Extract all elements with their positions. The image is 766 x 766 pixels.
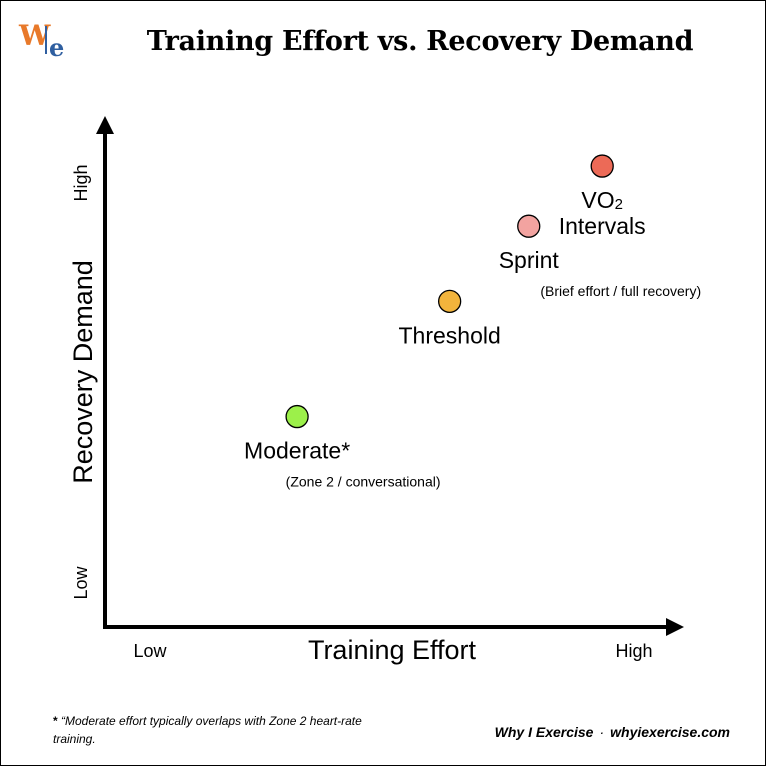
y-axis-label: Recovery Demand — [68, 260, 98, 484]
x-axis-arrowhead — [666, 618, 684, 636]
point-label-line2-vointervals: Intervals — [559, 213, 646, 239]
x-axis-label: Training Effort — [308, 635, 477, 665]
point-vointervals — [590, 154, 614, 178]
point-label-vointervals: VO2 — [581, 187, 623, 213]
point-threshold — [437, 289, 462, 314]
logo-divider — [45, 26, 47, 54]
footnote-mark: * — [53, 714, 58, 728]
point-sublabel-sprint: (Brief effort / full recovery) — [540, 283, 701, 299]
credit-line: Why I Exercise · whyiexercise.com — [495, 724, 730, 740]
x-tick-low: Low — [133, 641, 167, 661]
x-tick-high: High — [615, 641, 652, 661]
y-tick-high: High — [71, 164, 91, 201]
point-label-sprint: Sprint — [499, 247, 560, 273]
credit-separator: · — [599, 724, 605, 740]
data-points: Moderate* (Zone 2 / conversational) Thresh… — [244, 154, 701, 490]
logo-letter-e: e — [49, 33, 65, 62]
point-sublabel-moderate: (Zone 2 / conversational) — [286, 474, 441, 490]
y-tick-low: Low — [71, 565, 91, 599]
point-sprint — [517, 214, 541, 238]
footnote-text: “Moderate effort typically overlaps with… — [53, 714, 362, 746]
point-moderate — [285, 404, 309, 429]
chart-title: Training Effort vs. Recovery Demand — [146, 26, 694, 57]
point-label-moderate: Moderate* — [244, 438, 350, 464]
footnote: * “Moderate effort typically overlaps wi… — [53, 712, 373, 748]
y-axis-arrowhead — [96, 116, 114, 134]
credit-site-name: Why I Exercise — [494, 724, 594, 740]
why-i-exercise-logo: W e — [19, 22, 67, 62]
credit-url[interactable]: whyiexercise.com — [610, 724, 730, 740]
point-label-threshold: Threshold — [399, 322, 501, 348]
